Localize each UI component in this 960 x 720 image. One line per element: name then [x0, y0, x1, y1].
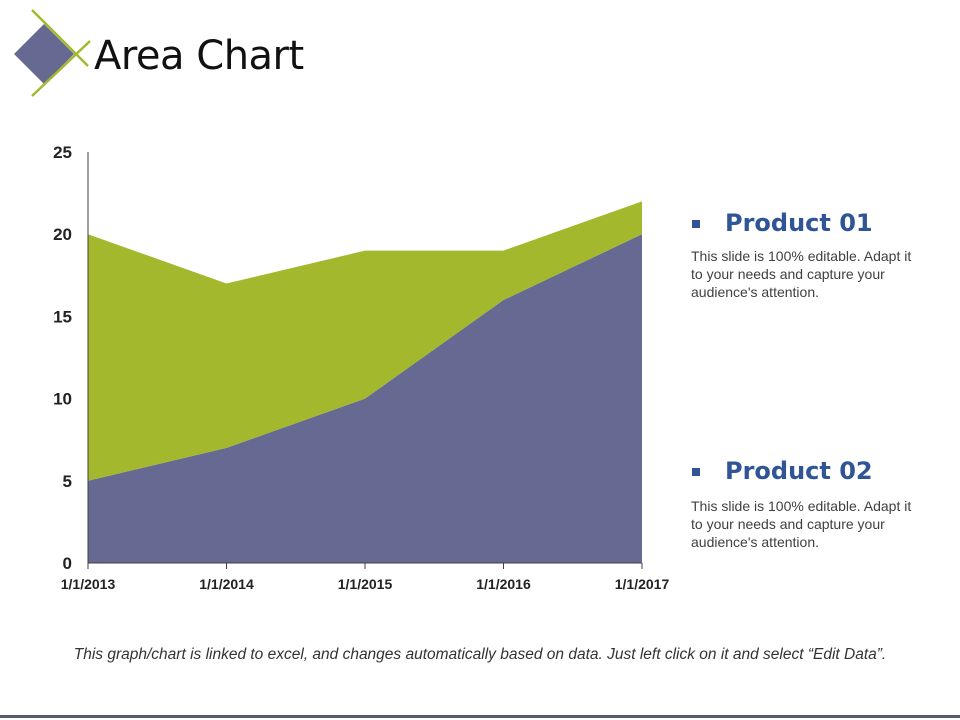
area-series-product-02 — [88, 234, 642, 563]
bottom-divider — [0, 715, 960, 718]
x-tick-label: 1/1/2013 — [61, 576, 116, 592]
y-tick-label: 15 — [53, 307, 72, 326]
title-logo — [14, 9, 91, 97]
legend-description: This slide is 100% editable. Adapt it to… — [691, 248, 912, 300]
legend-item-product-01: Product 01 — [692, 207, 873, 239]
legend-bullet-icon — [692, 220, 700, 228]
y-tick-label: 10 — [53, 390, 72, 409]
y-tick-label: 25 — [53, 143, 72, 162]
legend-title: Product 01 — [725, 209, 873, 237]
logo-accent-line — [31, 40, 91, 97]
legend-title: Product 02 — [725, 457, 873, 485]
chart-footnote: This graph/chart is linked to excel, and… — [73, 646, 887, 663]
x-tick-label: 1/1/2016 — [476, 576, 531, 592]
legend-description: This slide is 100% editable. Adapt it to… — [691, 498, 912, 550]
x-tick-label: 1/1/2014 — [199, 576, 254, 592]
page-title: Area Chart — [94, 33, 304, 79]
x-tick-label: 1/1/2017 — [615, 576, 670, 592]
y-tick-label: 5 — [63, 472, 72, 491]
legend-bullet-icon — [692, 468, 700, 476]
y-tick-label: 0 — [63, 554, 72, 573]
legend-item-product-02: Product 02 — [692, 455, 873, 487]
area-series-product-01 — [88, 201, 642, 481]
x-tick-label: 1/1/2015 — [338, 576, 393, 592]
y-tick-label: 20 — [53, 225, 72, 244]
logo-accent-line — [31, 9, 89, 67]
